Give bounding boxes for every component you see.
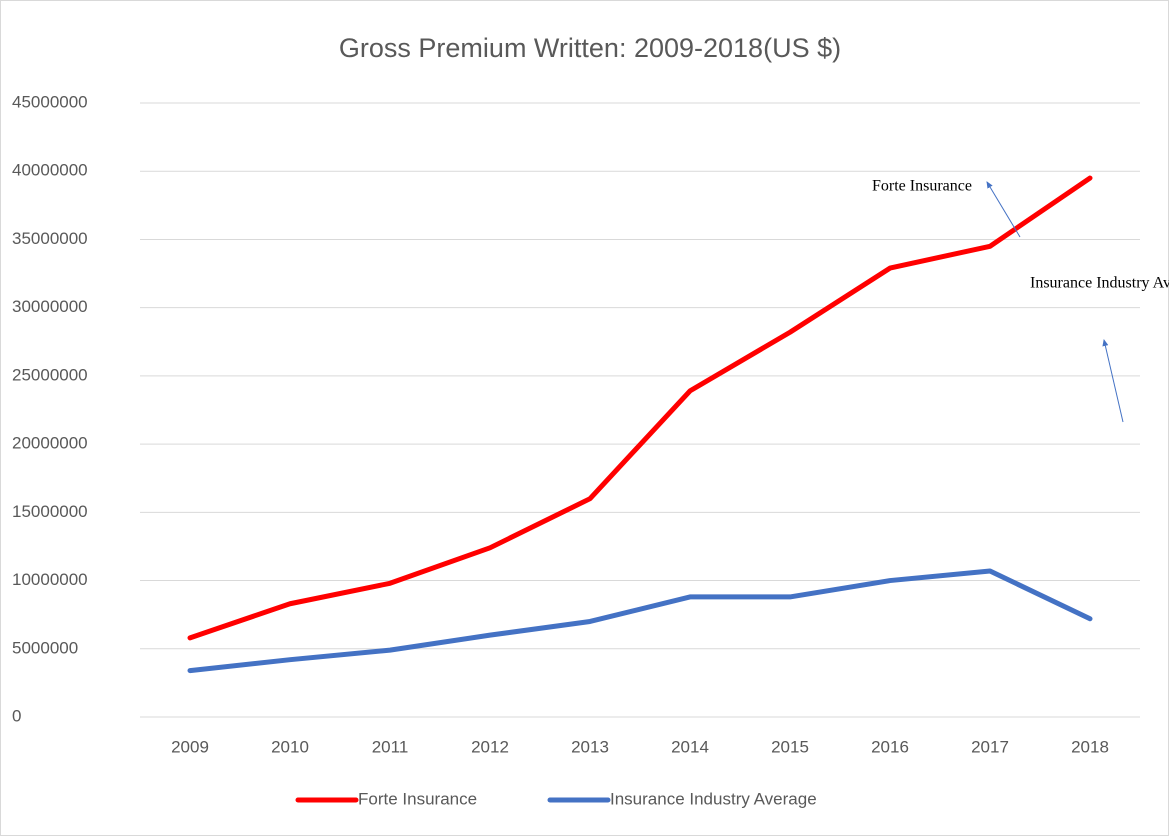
x-tick-label: 2011 — [372, 737, 409, 756]
y-tick-label: 35000000 — [12, 229, 88, 248]
chart-title: Gross Premium Written: 2009-2018(US $) — [339, 33, 841, 63]
x-tick-label: 2013 — [571, 737, 609, 756]
legend-label: Insurance Industry Average — [610, 789, 817, 808]
x-tick-label: 2012 — [471, 737, 509, 756]
y-tick-label: 40000000 — [12, 161, 88, 180]
x-tick-label: 2014 — [671, 737, 709, 756]
y-tick-label: 45000000 — [12, 92, 88, 111]
y-tick-label: 5000000 — [12, 638, 78, 657]
x-tick-label: 2015 — [771, 737, 809, 756]
series-line — [187, 568, 1093, 674]
y-tick-label: 25000000 — [12, 365, 88, 384]
y-tick-label: 20000000 — [12, 434, 88, 453]
annotation: Forte Insurance — [872, 178, 972, 195]
annotation: Insurance Industry Average — [1030, 275, 1169, 292]
series-line — [187, 175, 1093, 641]
y-tick-label: 15000000 — [12, 502, 88, 521]
legend-label: Forte Insurance — [358, 789, 477, 808]
annotations: Forte Insurance Insurance Industry Avera… — [872, 178, 1169, 423]
y-tick-label: 10000000 — [12, 570, 88, 589]
x-tick-label: 2009 — [171, 737, 209, 756]
annotation-arrow — [986, 181, 1021, 238]
x-tick-label: 2010 — [271, 737, 309, 756]
x-tick-label: 2016 — [871, 737, 909, 756]
y-tick-label: 0 — [12, 706, 21, 725]
x-tick-label: 2017 — [971, 737, 1009, 756]
y-tick-label: 30000000 — [12, 297, 88, 316]
annotation-arrow — [1102, 339, 1124, 423]
x-tick-label: 2018 — [1071, 737, 1109, 756]
